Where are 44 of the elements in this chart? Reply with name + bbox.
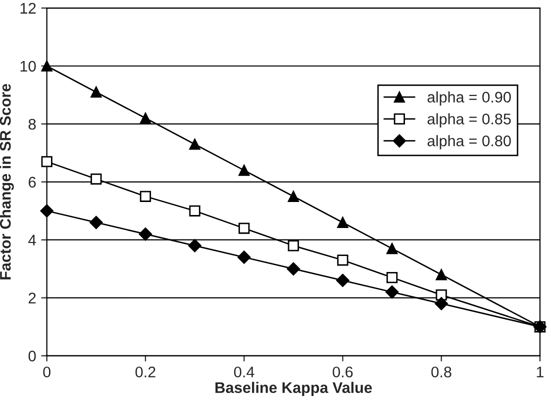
point	[41, 60, 52, 72]
point	[288, 190, 299, 202]
legend-label: alpha = 0.85	[428, 113, 511, 128]
point	[238, 164, 250, 176]
x-tick-label: 0.2	[135, 366, 156, 378]
point	[337, 254, 348, 266]
legend-label: alpha = 0.80	[428, 135, 511, 150]
point	[188, 239, 202, 252]
point	[140, 190, 152, 202]
point	[386, 272, 398, 284]
y-tick-label: 6	[28, 176, 36, 188]
point	[238, 222, 250, 234]
y-tick-label: 10	[20, 60, 36, 72]
y-tick-label: 4	[28, 234, 36, 246]
point	[286, 262, 300, 276]
x-tick-label: 0.8	[431, 366, 452, 378]
point	[90, 173, 102, 185]
point	[90, 216, 103, 230]
y-tick-label: 2	[28, 292, 36, 304]
point	[140, 112, 152, 124]
point	[434, 297, 448, 310]
y-tick-label: 0	[28, 350, 36, 362]
legend-label: alpha = 0.90	[428, 91, 511, 106]
point	[138, 227, 152, 241]
point	[238, 250, 251, 264]
point	[288, 240, 299, 252]
x-tick-label: 0	[43, 366, 50, 378]
point	[337, 216, 348, 228]
point	[41, 156, 52, 168]
point	[385, 285, 399, 299]
x-axis-title: Baseline Kappa Value	[215, 382, 372, 396]
point	[90, 86, 102, 98]
y-axis-title: Factor Change in SR Score	[0, 84, 14, 280]
x-tick-label: 1	[536, 366, 544, 378]
point	[189, 205, 200, 216]
x-tick-label: 0.6	[332, 366, 353, 378]
y-tick-label: 8	[28, 118, 36, 130]
point	[436, 269, 447, 280]
point	[386, 242, 398, 254]
y-tick-label: 12	[20, 2, 36, 14]
point	[336, 274, 350, 288]
x-tick-label: 0.4	[234, 366, 254, 378]
point	[40, 204, 54, 218]
point	[189, 138, 200, 150]
